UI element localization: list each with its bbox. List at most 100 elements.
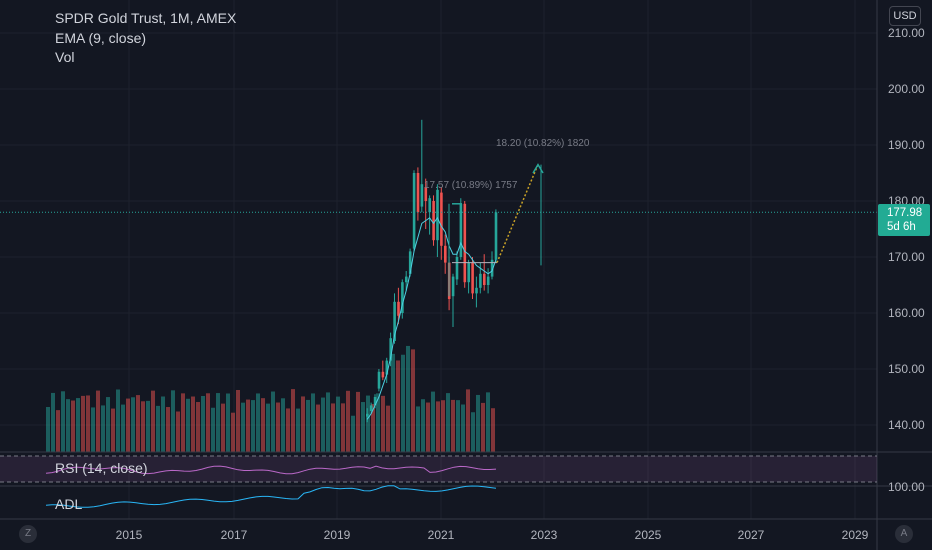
- volume-bar: [256, 393, 260, 452]
- volume-bar: [396, 360, 400, 452]
- volume-bar: [81, 395, 85, 452]
- candle-body: [440, 192, 443, 246]
- ema-indicator-label[interactable]: EMA (9, close): [55, 29, 147, 46]
- volume-bar: [176, 411, 180, 452]
- symbol-title[interactable]: SPDR Gold Trust, 1M, AMEX: [55, 10, 237, 26]
- last-price-tag: 177.98 5d 6h: [878, 204, 930, 236]
- volume-bar: [266, 403, 270, 452]
- candle-body: [397, 301, 400, 316]
- volume-bar: [346, 390, 350, 452]
- volume-bar: [381, 395, 385, 452]
- volume-bar: [116, 389, 120, 452]
- volume-bar: [301, 396, 305, 452]
- rsi-axis-label: 100.00: [888, 480, 925, 494]
- volume-bar: [181, 393, 185, 452]
- volume-bar: [251, 400, 255, 452]
- volume-bar: [231, 412, 235, 452]
- candle-body: [475, 287, 478, 294]
- time-axis-label: 2017: [221, 528, 248, 542]
- candle-body: [490, 259, 494, 277]
- volume-bar: [216, 393, 220, 452]
- candle-body: [432, 201, 435, 241]
- price-axis-label: 200.00: [888, 82, 925, 96]
- volume-bar: [186, 398, 190, 452]
- volume-bar: [71, 400, 75, 452]
- volume-bar: [451, 399, 455, 452]
- volume-bar: [121, 404, 125, 452]
- time-axis-label: 2019: [324, 528, 351, 542]
- volume-bar: [316, 404, 320, 452]
- candle-body: [373, 397, 377, 406]
- volume-bar: [111, 408, 115, 452]
- volume-bar: [361, 402, 365, 452]
- volume-bar: [331, 403, 335, 452]
- volume-bar: [156, 405, 160, 452]
- currency-button[interactable]: USD: [889, 6, 921, 26]
- volume-bar: [96, 390, 100, 452]
- rsi-pane-label[interactable]: RSI (14, close): [55, 460, 148, 476]
- volume-bar: [146, 400, 150, 452]
- volume-bar: [51, 392, 55, 452]
- candle-body: [412, 173, 416, 249]
- projection-line: [496, 164, 539, 263]
- volume-bar: [106, 397, 110, 452]
- candle-body: [436, 189, 439, 241]
- time-axis-label: 2015: [116, 528, 143, 542]
- zoom-toggle-button[interactable]: Z: [19, 525, 37, 543]
- volume-bar: [151, 390, 155, 452]
- volume-bar: [166, 407, 170, 452]
- candle-body: [393, 301, 396, 341]
- candle-body: [416, 173, 420, 213]
- volume-bar: [246, 399, 250, 452]
- volume-bar: [161, 396, 165, 452]
- volume-bar: [411, 349, 415, 452]
- volume-bar: [131, 397, 135, 452]
- candle-body: [483, 273, 486, 285]
- volume-bar: [261, 398, 265, 452]
- candle-body: [408, 251, 412, 274]
- price-axis-label: 210.00: [888, 26, 925, 40]
- volume-bar: [141, 401, 145, 452]
- volume-indicator-label[interactable]: Vol: [55, 49, 75, 65]
- price-axis-label: 170.00: [888, 250, 925, 264]
- candle-body: [451, 276, 455, 297]
- volume-bar: [136, 395, 140, 452]
- volume-bar: [201, 395, 205, 452]
- volume-bar: [296, 408, 300, 452]
- volume-bar: [86, 395, 90, 452]
- volume-bar: [66, 399, 70, 452]
- candle-body: [479, 273, 482, 288]
- volume-bar: [476, 394, 480, 452]
- price-axis-label: 190.00: [888, 138, 925, 152]
- candle-body: [420, 184, 424, 207]
- candle-body: [366, 413, 369, 417]
- volume-bar: [466, 389, 470, 452]
- time-axis-label: 2027: [738, 528, 765, 542]
- adl-pane-label[interactable]: ADL: [55, 496, 83, 512]
- candle-body: [385, 360, 389, 375]
- volume-bar: [401, 354, 405, 452]
- volume-bar: [76, 398, 80, 452]
- candle-body: [467, 262, 470, 283]
- volume-bar: [271, 391, 275, 452]
- ema-line: [366, 216, 497, 420]
- volume-bar: [171, 390, 175, 452]
- volume-bar: [486, 392, 490, 452]
- volume-bar: [376, 393, 380, 452]
- volume-bar: [436, 401, 440, 452]
- candle-body: [494, 212, 498, 260]
- volume-bar: [351, 415, 355, 452]
- candle-body: [455, 257, 459, 280]
- volume-bar: [461, 404, 465, 452]
- auto-scale-button[interactable]: A: [895, 525, 913, 543]
- time-axis: 2015 2017 2019 2021 2023 2025 2027 2029: [116, 528, 869, 542]
- volume-bar: [91, 407, 95, 452]
- volume-bar: [356, 391, 360, 452]
- volume-bar: [431, 391, 435, 452]
- volume-bar: [326, 392, 330, 452]
- volume-bar: [481, 402, 485, 452]
- volume-bar: [196, 402, 200, 452]
- candle-body: [463, 203, 467, 283]
- chart-grid: [0, 0, 877, 519]
